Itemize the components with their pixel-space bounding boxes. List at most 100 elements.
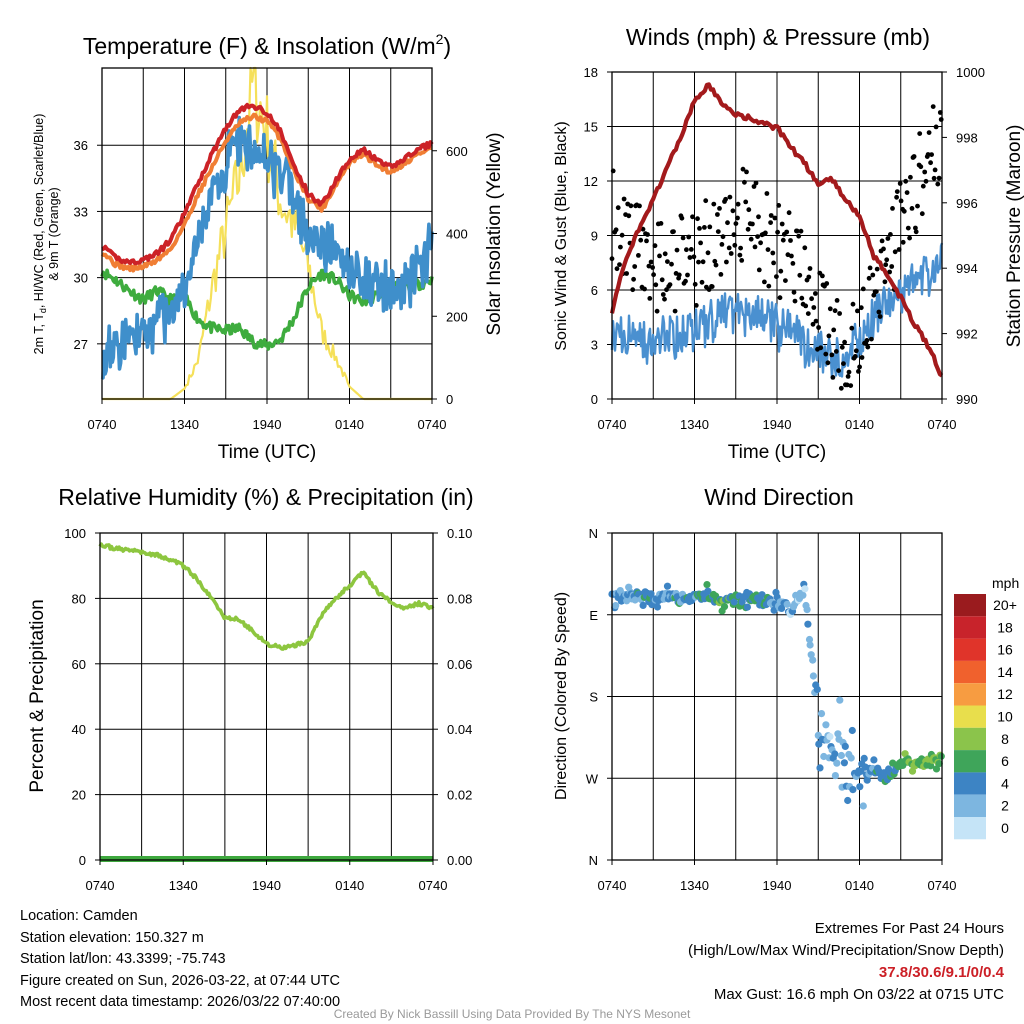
- colorbar-label: 20+: [993, 597, 1017, 613]
- gust-point: [833, 349, 839, 354]
- gust-point: [896, 247, 902, 252]
- colorbar-label: 10: [997, 709, 1013, 725]
- direction-point: [809, 656, 817, 664]
- gust-point: [756, 267, 762, 273]
- gust-point: [806, 274, 812, 280]
- gust-point: [638, 237, 644, 243]
- gust-point: [852, 354, 858, 359]
- gust-point: [667, 282, 673, 287]
- direction-point: [908, 767, 917, 775]
- gust-point: [768, 213, 774, 218]
- gust-point: [637, 203, 642, 209]
- y2-tick-label: 0.06: [447, 657, 472, 672]
- gust-point: [807, 266, 813, 271]
- x-tick-label: 0740: [419, 878, 448, 893]
- gust-point: [628, 203, 634, 209]
- gust-point: [693, 303, 699, 308]
- direction-point: [847, 754, 855, 762]
- gust-point: [858, 305, 864, 311]
- gust-point: [707, 224, 713, 230]
- gust-point: [700, 259, 706, 265]
- gust-point: [713, 262, 719, 268]
- gust-point: [737, 252, 743, 258]
- gust-point: [630, 287, 636, 293]
- gust-point: [778, 268, 784, 274]
- gust-point: [699, 279, 705, 285]
- gust-point: [830, 375, 836, 380]
- gust-point: [728, 251, 734, 256]
- gust-point: [679, 215, 685, 221]
- gust-point: [887, 269, 892, 275]
- gust-point: [834, 298, 840, 303]
- extremes-subtitle: (High/Low/Max Wind/Precipitation/Snow De…: [688, 942, 1004, 959]
- gust-point: [703, 198, 709, 204]
- y-tick-label: 0: [591, 392, 598, 407]
- gust-point: [746, 207, 752, 213]
- gust-point: [645, 232, 650, 237]
- extremes-values: 37.8/30.6/9.1/0/0.4: [878, 964, 1004, 981]
- gust-point: [735, 215, 740, 221]
- gust-point: [636, 253, 641, 258]
- direction-point: [826, 733, 834, 741]
- winds-series: [609, 82, 944, 391]
- colorbar-label: 0: [1001, 820, 1009, 836]
- gust-point: [876, 309, 882, 315]
- x-tick-label: 1940: [763, 417, 792, 432]
- gust-point: [857, 364, 862, 370]
- gust-point: [646, 263, 652, 269]
- direction-point: [703, 581, 711, 589]
- direction-point: [859, 802, 867, 810]
- gust-point: [764, 191, 770, 196]
- gust-point: [873, 289, 879, 294]
- gust-point: [768, 220, 773, 226]
- gust-point: [659, 277, 665, 283]
- humidity-ticks: 0740 1340 1940 0140 07400204060801000.000.02…: [64, 526, 472, 893]
- gust-point: [745, 226, 751, 232]
- gust-point: [813, 291, 818, 296]
- gust-point: [687, 255, 693, 260]
- gust-point: [930, 104, 936, 109]
- gust-point: [786, 210, 792, 216]
- y2-tick-label: 0.04: [447, 722, 472, 737]
- y-tick-label: N: [589, 526, 598, 541]
- gust-point: [816, 325, 821, 330]
- gust-point: [624, 271, 629, 276]
- gust-point: [803, 303, 809, 309]
- direction-point: [849, 786, 857, 794]
- gust-point: [672, 308, 678, 314]
- y2-tick-label: 600: [446, 144, 468, 159]
- gust-point: [715, 212, 720, 217]
- y2-tick-label: 992: [956, 327, 978, 342]
- gust-point: [712, 258, 718, 264]
- gust-point: [783, 278, 788, 283]
- gust-point: [671, 229, 676, 235]
- gust-point: [909, 206, 915, 211]
- gust-point: [826, 333, 832, 339]
- y-tick-label: 0: [79, 853, 86, 868]
- colorbar-swatch: [954, 750, 986, 773]
- y2-tick-label: 200: [446, 309, 468, 324]
- gust-point: [811, 305, 817, 310]
- x-tick-label: 0140: [335, 878, 364, 893]
- colorbar-swatch: [954, 594, 986, 617]
- direction-point: [927, 762, 935, 770]
- colorbar-label: 8: [1001, 731, 1009, 747]
- gust-point: [903, 178, 909, 184]
- y-tick-label: 12: [584, 174, 598, 189]
- gust-point: [619, 232, 625, 238]
- winds-ticks: 0740 1340 1940 0140 074003691215189909929949…: [584, 65, 985, 432]
- gust-point: [711, 201, 717, 207]
- gust-point: [853, 348, 859, 354]
- gust-point: [866, 275, 872, 281]
- gust-point: [780, 237, 786, 243]
- station-info: Location: Camden Station elevation: 150.…: [20, 906, 340, 1014]
- gust-point: [841, 361, 846, 366]
- gust-point: [766, 283, 772, 289]
- gust-point: [824, 281, 830, 286]
- temperature-ylabel-line1: 2m T, Td, HI/WC (Red, Green, Scarlet/Blu…: [32, 114, 48, 355]
- gust-point: [683, 278, 688, 284]
- direction-point: [704, 587, 712, 595]
- gust-point: [658, 221, 664, 226]
- gust-point: [676, 272, 682, 278]
- gust-point: [904, 190, 910, 196]
